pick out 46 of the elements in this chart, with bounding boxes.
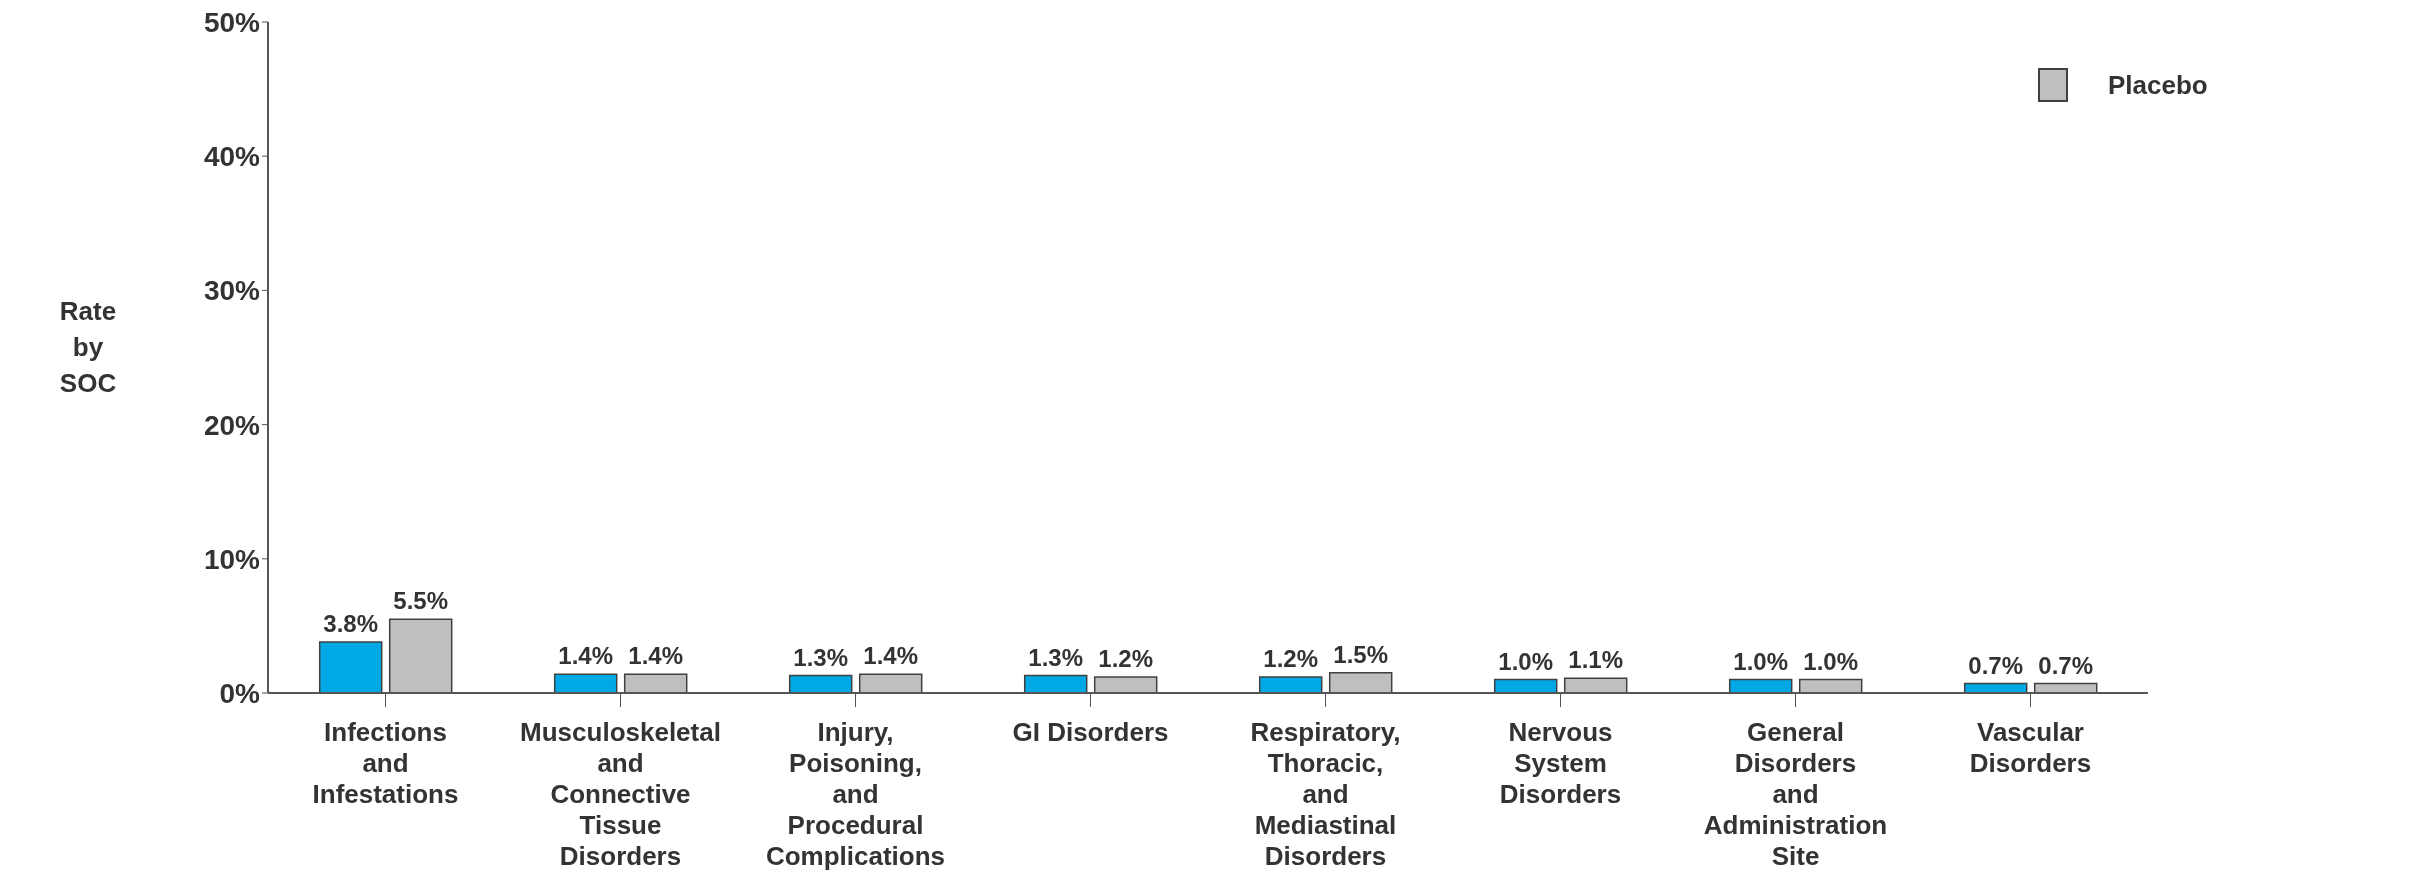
data-label: 5.5% bbox=[393, 587, 449, 615]
legend-label: Placebo bbox=[2108, 69, 2208, 101]
data-label: 1.3% bbox=[793, 643, 849, 671]
y-tick-label: 30% bbox=[203, 275, 261, 307]
bar bbox=[1798, 678, 1863, 693]
x-tick-label: Vascular Disorders bbox=[1969, 717, 2092, 778]
y-tick-label: 10% bbox=[203, 543, 261, 575]
x-tick-label: Nervous System Disorders bbox=[1499, 717, 1622, 809]
y-tick-label: 40% bbox=[203, 141, 261, 173]
bar bbox=[858, 673, 923, 693]
bar bbox=[1493, 678, 1558, 693]
bar bbox=[1563, 677, 1628, 693]
x-tick-label: Infections and Infestations bbox=[312, 717, 459, 809]
y-tick-label: 20% bbox=[203, 409, 261, 441]
data-label: 1.4% bbox=[558, 642, 614, 670]
y-axis-title: Rate by SOC bbox=[58, 295, 118, 400]
x-tick-label: Musculoskeletal and Connective Tissue Disorders bbox=[520, 717, 721, 871]
bar bbox=[623, 673, 688, 693]
bar bbox=[1328, 672, 1393, 693]
bar bbox=[318, 641, 383, 693]
bar bbox=[1023, 674, 1088, 693]
x-tick-label: Injury, Poisoning, and Procedural Complications bbox=[765, 717, 946, 871]
data-label: 0.7% bbox=[1968, 651, 2024, 679]
data-label: 3.8% bbox=[323, 610, 379, 637]
data-label: 0.7% bbox=[2038, 651, 2094, 679]
data-label: 1.0% bbox=[1733, 647, 1789, 675]
x-tick-label: Respiratory, Thoracic, and Mediastinal Disorders bbox=[1250, 717, 1401, 871]
bar bbox=[553, 673, 618, 693]
bar bbox=[1258, 676, 1323, 693]
data-label: 1.0% bbox=[1803, 647, 1859, 675]
data-label: 1.5% bbox=[1333, 640, 1389, 668]
bar bbox=[1093, 676, 1158, 693]
data-label: 1.2% bbox=[1098, 644, 1154, 672]
bar bbox=[388, 618, 453, 693]
y-tick-label: 50% bbox=[203, 6, 261, 38]
y-tick-label: 0% bbox=[219, 677, 261, 709]
data-label: 1.4% bbox=[628, 642, 684, 670]
bar bbox=[788, 674, 853, 693]
data-label: 1.4% bbox=[863, 642, 919, 670]
data-label: 1.3% bbox=[1028, 643, 1084, 671]
x-tick-label: General Disorders and Administration Site bbox=[1703, 717, 1888, 871]
data-label: 1.1% bbox=[1568, 646, 1624, 674]
bar bbox=[1728, 678, 1793, 693]
data-label: 1.0% bbox=[1498, 647, 1554, 675]
x-tick-label: GI Disorders bbox=[1012, 717, 1169, 747]
data-label: 1.2% bbox=[1263, 644, 1319, 672]
